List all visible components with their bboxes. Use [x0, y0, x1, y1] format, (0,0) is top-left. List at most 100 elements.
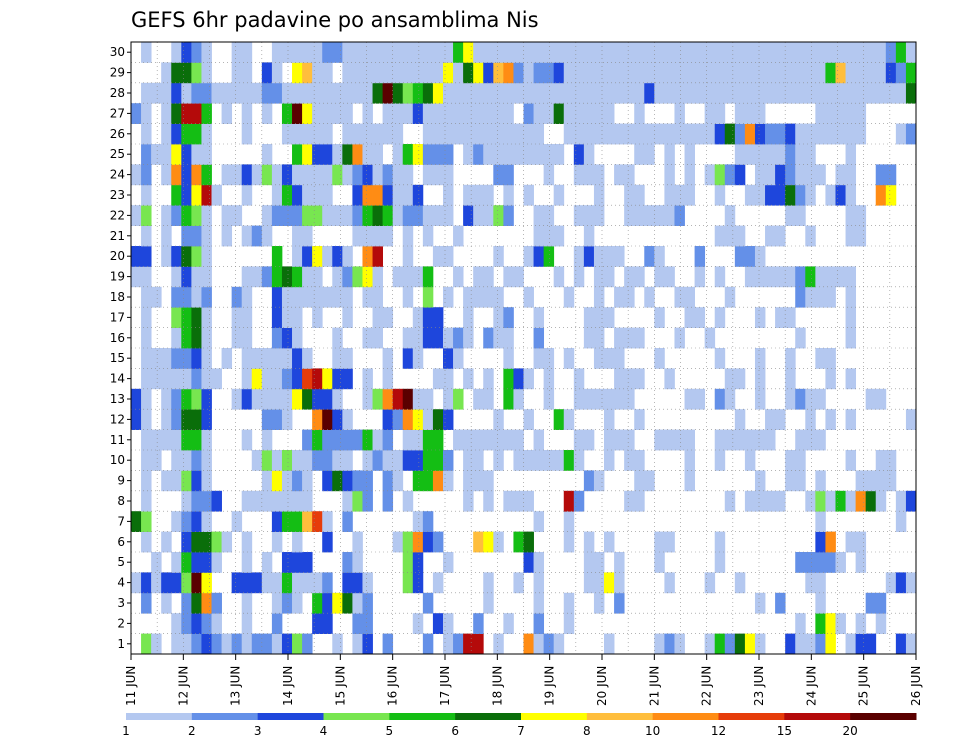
heatmap-cell — [523, 123, 534, 145]
heatmap-cell — [765, 42, 776, 63]
heatmap-cell — [674, 62, 685, 84]
heatmap-cell — [805, 286, 816, 308]
heatmap-cell — [583, 205, 595, 226]
heatmap-cell — [503, 429, 514, 451]
heatmap-cell — [573, 388, 585, 410]
heatmap-cell — [302, 368, 313, 390]
heatmap-cell — [604, 82, 615, 104]
heatmap-cell — [442, 450, 454, 471]
heatmap-cell — [473, 388, 484, 410]
heatmap-cell — [543, 450, 555, 471]
heatmap-cell — [845, 205, 857, 226]
heatmap-cell — [422, 511, 434, 532]
heatmap-cell — [362, 82, 373, 104]
heatmap-cell — [815, 388, 826, 410]
heatmap-cell — [271, 327, 283, 349]
heatmap-cell — [201, 164, 212, 186]
heatmap-cell — [422, 409, 434, 430]
heatmap-cell — [342, 82, 353, 104]
heatmap-cell — [442, 388, 454, 410]
heatmap-cell — [795, 286, 806, 308]
heatmap-cell — [694, 123, 706, 145]
heatmap-cell — [835, 42, 846, 63]
heatmap-cell — [604, 429, 615, 451]
heatmap-cell — [805, 164, 816, 186]
heatmap-cell — [825, 286, 836, 308]
heatmap-cell — [312, 266, 323, 288]
heatmap-cell — [211, 592, 222, 614]
heatmap-cell — [342, 592, 353, 614]
heatmap-cell — [332, 286, 343, 308]
heatmap-cell — [583, 225, 595, 247]
heatmap-cell — [261, 82, 273, 104]
heatmap-cell — [533, 511, 545, 532]
heatmap-cell — [754, 62, 766, 84]
heatmap-cell — [674, 429, 685, 451]
heatmap-cell — [795, 613, 806, 634]
heatmap-cell — [302, 490, 313, 512]
heatmap-cell — [674, 82, 685, 104]
heatmap-cell — [281, 409, 293, 430]
heatmap-cell — [241, 429, 253, 451]
heatmap-cell — [191, 164, 202, 186]
heatmap-cell — [261, 552, 273, 573]
heatmap-cell — [815, 123, 826, 145]
heatmap-cell — [131, 164, 142, 186]
heatmap-cell — [815, 429, 826, 451]
heatmap-cell — [684, 144, 695, 165]
heatmap-cell — [442, 164, 454, 186]
heatmap-cell — [151, 286, 162, 308]
heatmap-cell — [332, 103, 343, 124]
heatmap-cell — [412, 531, 424, 553]
heatmap-cell — [332, 450, 343, 471]
heatmap-cell — [332, 429, 343, 451]
heatmap-cell — [553, 225, 565, 247]
heatmap-cell — [815, 286, 826, 308]
heatmap-cell — [664, 123, 675, 145]
heatmap-cell — [553, 633, 565, 655]
heatmap-cell — [322, 470, 333, 492]
heatmap-cell — [362, 327, 373, 349]
heatmap-cell — [231, 388, 243, 410]
heatmap-cell — [714, 531, 726, 553]
y-tick-label: 8 — [117, 494, 125, 508]
heatmap-cell — [523, 42, 534, 63]
y-tick-label: 30 — [110, 45, 125, 59]
heatmap-cell — [271, 470, 283, 492]
heatmap-cell — [624, 184, 635, 206]
heatmap-cell — [744, 123, 756, 145]
y-tick-label: 17 — [110, 310, 125, 324]
heatmap-cell — [634, 82, 645, 104]
heatmap-cell — [785, 307, 796, 328]
heatmap-cell — [815, 613, 826, 634]
heatmap-cell — [664, 266, 675, 288]
heatmap-cell — [553, 450, 565, 471]
heatmap-cell — [714, 123, 726, 145]
heatmap-cell — [271, 592, 283, 614]
heatmap-cell — [412, 429, 424, 451]
heatmap-cell — [422, 633, 434, 655]
heatmap-cell — [191, 531, 202, 553]
heatmap-cell — [412, 82, 424, 104]
heatmap-cell — [513, 572, 524, 594]
heatmap-cell — [704, 103, 716, 124]
heatmap-cell — [402, 246, 414, 267]
heatmap-cell — [141, 490, 152, 512]
heatmap-cell — [432, 82, 444, 104]
heatmap-cell — [281, 592, 293, 614]
heatmap-cell — [573, 42, 585, 63]
heatmap-cell — [684, 42, 695, 63]
heatmap-cell — [251, 450, 263, 471]
heatmap-cell — [714, 633, 726, 655]
heatmap-cell — [845, 286, 857, 308]
heatmap-cell — [342, 511, 353, 532]
heatmap-cell — [221, 531, 233, 553]
heatmap-cell — [342, 348, 353, 369]
heatmap-cell — [825, 42, 836, 63]
heatmap-cell — [181, 552, 192, 573]
heatmap-cell — [181, 348, 192, 369]
heatmap-cell — [714, 552, 726, 573]
heatmap-cell — [312, 368, 323, 390]
heatmap-cell — [815, 348, 826, 369]
heatmap-cell — [865, 592, 877, 614]
